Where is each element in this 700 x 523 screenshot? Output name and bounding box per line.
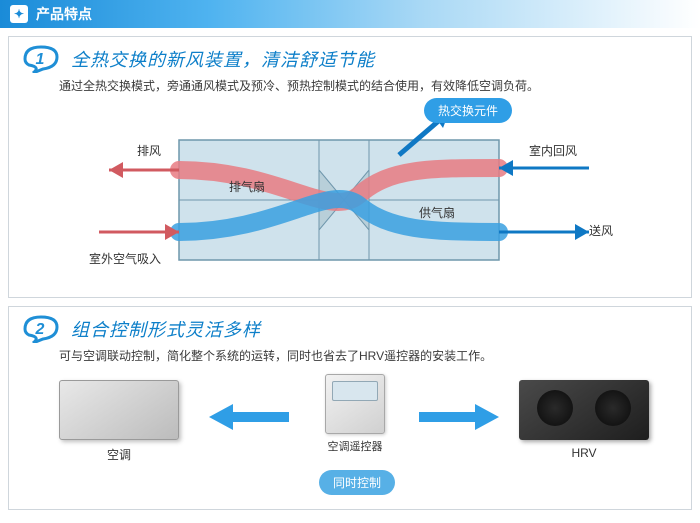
label-exhaust: 排风 (137, 142, 161, 159)
control-diagram: 空调 空调遥控器 HRV 同时控制 (19, 374, 681, 504)
arrow-right-icon (419, 404, 499, 435)
label-exhaust-fan: 排气扇 (229, 178, 265, 195)
label-supply-fan: 供气扇 (419, 204, 455, 221)
label-supply-air: 送风 (589, 222, 613, 239)
remote-image (325, 374, 385, 434)
panel-2-title-row: 2 组合控制形式灵活多样 (9, 307, 691, 345)
panel-2: 2 组合控制形式灵活多样 可与空调联动控制，简化整个系统的运转，同时也省去了HR… (8, 306, 692, 510)
device-hrv: HRV (519, 380, 649, 460)
device-ac: 空调 (59, 380, 179, 463)
panel-1: 1 全热交换的新风装置，清洁舒适节能 通过全热交换模式，旁通通风模式及预冷、预热… (8, 36, 692, 298)
panel-1-title-row: 1 全热交换的新风装置，清洁舒适节能 (9, 37, 691, 75)
hrv-image (519, 380, 649, 440)
control-pill: 同时控制 (319, 470, 395, 495)
header-icon: ✦ (10, 5, 28, 23)
device-remote: 空调遥控器 (315, 374, 395, 454)
svg-text:1: 1 (36, 51, 45, 68)
page-header: ✦ 产品特点 (0, 0, 700, 28)
ac-image (59, 380, 179, 440)
panel-2-title: 组合控制形式灵活多样 (71, 316, 261, 342)
heat-exchange-diagram: 热交换元件 排风 排气扇 室内回风 供气扇 送风 室外空气吸入 (29, 100, 671, 290)
heat-exchange-pill: 热交换元件 (424, 98, 512, 123)
svg-text:2: 2 (35, 321, 45, 338)
panel-1-title: 全热交换的新风装置，清洁舒适节能 (71, 46, 375, 72)
label-hrv: HRV (519, 446, 649, 460)
label-return-air: 室内回风 (529, 142, 577, 159)
label-ac: 空调 (59, 446, 179, 463)
badge-1-icon: 1 (23, 45, 61, 73)
header-title: 产品特点 (36, 4, 92, 24)
arrow-left-icon (209, 404, 289, 435)
panel-2-desc: 可与空调联动控制，简化整个系统的运转，同时也省去了HRV遥控器的安装工作。 (9, 345, 691, 370)
panel-1-desc: 通过全热交换模式，旁通通风模式及预冷、预热控制模式的结合使用，有效降低空调负荷。 (9, 75, 691, 100)
label-remote: 空调遥控器 (315, 438, 395, 454)
badge-2-icon: 2 (23, 315, 61, 343)
label-outdoor-intake: 室外空气吸入 (89, 250, 161, 267)
